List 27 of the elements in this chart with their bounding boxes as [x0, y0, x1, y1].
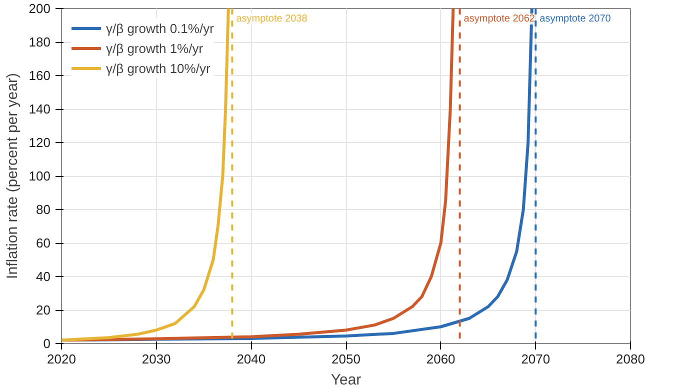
y-tick-label: 180: [28, 34, 51, 50]
y-tick-label: 60: [36, 236, 51, 250]
legend-label: γ/β growth 1%/yr: [106, 40, 204, 56]
ref-line-label: asymptote 2070: [540, 14, 612, 24]
y-tick-label: 80: [36, 202, 51, 217]
ref-line-label: asymptote 2062: [464, 14, 536, 24]
legend-label: γ/β growth 10%/yr: [106, 60, 210, 76]
y-tick-label: 100: [28, 168, 51, 184]
y-tick-label: 200: [28, 1, 51, 16]
x-tick-label: 2080: [616, 352, 645, 366]
x-tick-label: 2040: [236, 352, 266, 366]
y-tick-label: 160: [28, 68, 51, 83]
x-tick-label: 2070: [521, 352, 550, 366]
x-tick-label: 2030: [142, 352, 171, 366]
x-tick-label: 2050: [332, 352, 360, 366]
y-tick-label: 0: [43, 336, 51, 351]
y-axis-title: Inflation rate (percent per year): [4, 73, 21, 279]
ref-line-label: asymptote 2038: [236, 14, 308, 24]
y-tick-label: 20: [36, 302, 51, 318]
line-series: [62, 8, 230, 342]
legend-label: γ/β growth 0.1%/yr: [106, 20, 214, 36]
x-tick-label: 2060: [426, 352, 456, 366]
x-axis-title: Year: [330, 372, 362, 388]
y-tick-label: 40: [36, 269, 51, 284]
x-tick-label: 2020: [47, 352, 76, 366]
y-tick-label: 140: [28, 102, 51, 116]
y-tick-label: 120: [28, 135, 51, 150]
